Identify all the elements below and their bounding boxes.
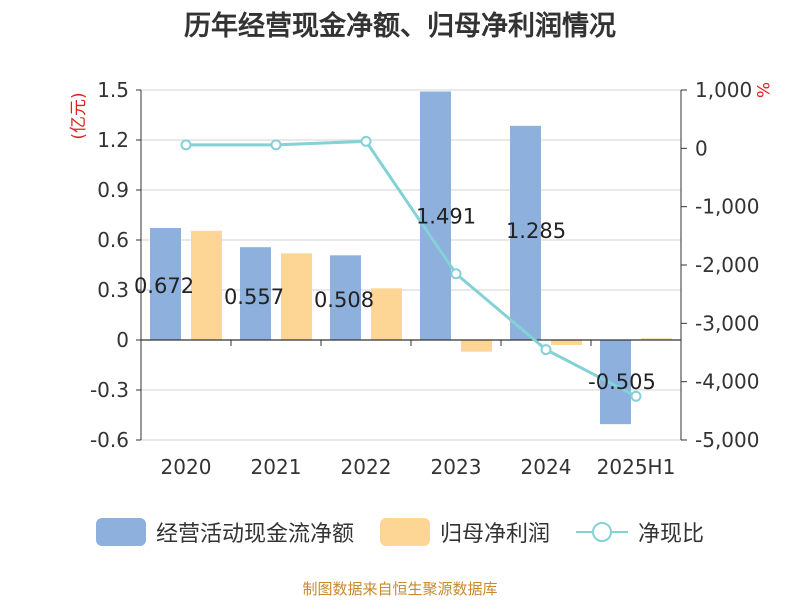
line-cash-ratio bbox=[186, 139, 637, 398]
left-axis-tick-label: 0.9 bbox=[97, 178, 129, 202]
legend-marker-cash-ratio bbox=[576, 518, 628, 546]
bar-cashflow bbox=[510, 125, 541, 340]
legend-item-cashflow: 经营活动现金流净额 bbox=[95, 516, 354, 548]
bar-net-profit bbox=[191, 230, 222, 340]
legend-swatch-cashflow bbox=[95, 518, 146, 546]
right-axis-unit: % bbox=[752, 82, 772, 98]
bar-net-profit bbox=[281, 253, 312, 340]
bar-net-profit bbox=[461, 340, 492, 352]
data-labels: 0.672 0.557 0.508 1.491 1.285 -0.505 bbox=[134, 205, 656, 395]
point-cash-ratio bbox=[630, 390, 642, 402]
right-axis-tick-label: -5,000 bbox=[695, 428, 759, 452]
point-cash-ratio bbox=[360, 135, 372, 147]
left-axis-tick-label: 0.6 bbox=[97, 228, 129, 252]
bar-net-profit bbox=[371, 288, 402, 340]
x-axis-tick-label: 2024 bbox=[521, 455, 572, 479]
right-axis-tick-label: -4,000 bbox=[695, 370, 759, 394]
legend-label-cashflow: 经营活动现金流净额 bbox=[155, 522, 354, 547]
point-cash-ratio bbox=[540, 344, 552, 356]
left-axis-tick-label: -0.6 bbox=[90, 428, 129, 452]
data-label-cashflow: 1.285 bbox=[506, 219, 566, 243]
legend-item-cash-ratio: 净现比 bbox=[576, 516, 704, 548]
line-series bbox=[180, 135, 642, 402]
x-axis-tick-label: 2025H1 bbox=[597, 455, 676, 479]
right-axis-tick-label: -3,000 bbox=[695, 311, 759, 335]
bar-cashflow bbox=[600, 340, 631, 425]
legend-label-net-profit: 归母净利润 bbox=[439, 522, 550, 547]
x-axis-tick-label: 2020 bbox=[161, 455, 212, 479]
left-axis-tick-label: 1.2 bbox=[97, 128, 129, 152]
left-axis-unit: (亿元) bbox=[69, 92, 89, 139]
bar-cashflow bbox=[420, 91, 451, 340]
x-axis-tick-label: 2022 bbox=[341, 455, 392, 479]
left-axis-tick-label: 0 bbox=[116, 328, 129, 352]
data-label-cashflow: 0.508 bbox=[314, 288, 374, 312]
legend-label-cash-ratio: 净现比 bbox=[638, 522, 705, 547]
data-label-cashflow: 1.491 bbox=[416, 205, 476, 229]
chart-title: 历年经营现金净额、归母净利润情况 bbox=[184, 11, 616, 42]
gridlines bbox=[141, 89, 681, 441]
axes: 1.5 1.2 0.9 0.6 0.3 0 -0.3 -0.6 1,000 0 -1,000 -2,0… bbox=[90, 78, 760, 479]
bar-cashflow bbox=[150, 228, 181, 340]
x-axis-tick-label: 2021 bbox=[251, 455, 302, 479]
legend: 经营活动现金流净额 归母净利润 净现比 bbox=[0, 516, 800, 548]
legend-swatch-net-profit bbox=[379, 518, 430, 546]
right-axis-tick-label: -2,000 bbox=[695, 253, 759, 277]
data-label-cashflow: -0.505 bbox=[588, 370, 656, 394]
left-axis-tick-label: 1.5 bbox=[97, 78, 129, 102]
right-axis-tick-label: -1,000 bbox=[695, 195, 759, 219]
left-axis-tick-label: 0.3 bbox=[97, 278, 129, 302]
bar-net-profit bbox=[551, 340, 582, 345]
bar-cashflow bbox=[240, 247, 271, 340]
legend-item-net-profit: 归母净利润 bbox=[379, 516, 550, 548]
bar-cashflow bbox=[330, 255, 361, 340]
point-cash-ratio bbox=[270, 139, 282, 151]
data-label-cashflow: 0.557 bbox=[224, 285, 284, 309]
source-note: 制图数据来自恒生聚源数据库 bbox=[302, 580, 498, 598]
right-axis-tick-label: 1,000 bbox=[695, 78, 752, 102]
x-axis-tick-label: 2023 bbox=[431, 455, 482, 479]
bar-net-profit bbox=[641, 338, 672, 340]
data-label-cashflow: 0.672 bbox=[134, 274, 194, 298]
point-cash-ratio bbox=[450, 268, 462, 280]
right-axis-tick-label: 0 bbox=[695, 136, 708, 160]
point-cash-ratio bbox=[180, 139, 192, 151]
left-axis-tick-label: -0.3 bbox=[90, 378, 129, 402]
bars bbox=[150, 91, 672, 425]
